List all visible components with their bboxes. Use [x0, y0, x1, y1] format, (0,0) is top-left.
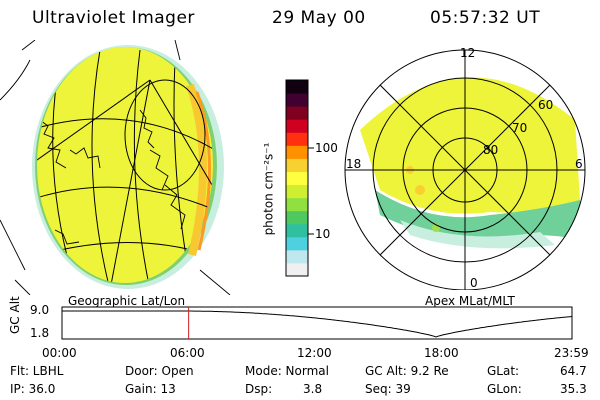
instrument-title: Ultraviolet Imager: [32, 8, 195, 28]
glon-label: GLon:: [487, 382, 522, 396]
colorbar-swatch: [286, 93, 308, 107]
mlt-18-label: 18: [346, 157, 362, 171]
right-map-caption: Apex MLat/MLT: [425, 294, 515, 308]
door-info: Door: Open: [125, 364, 194, 378]
dayside-emission: [360, 77, 580, 214]
glat-label: GLat:: [487, 364, 520, 378]
mlat-80-label: 80: [483, 143, 499, 157]
colorbar-swatch: [286, 80, 308, 94]
mlat-grid: [344, 49, 586, 290]
polar-map: [344, 49, 586, 290]
left-map-caption: Geographic Lat/Lon: [68, 294, 186, 308]
colorbar-swatch: [286, 210, 308, 225]
altitude-curve: [62, 310, 573, 338]
altitude-axis-label: GC Alt: [8, 296, 22, 334]
dsp-label: Dsp:: [245, 382, 273, 396]
gain-info: Gain: 13: [125, 382, 176, 396]
earth-disk: [37, 47, 213, 283]
dsp-value: 3.8: [303, 382, 323, 396]
altitude-x-tick-2: 12:00: [297, 346, 332, 360]
coastlines-outside: [0, 40, 231, 295]
altitude-y-high: 9.0: [30, 303, 50, 317]
ip-info: IP: 36.0: [10, 382, 56, 396]
altitude-y-low: 1.8: [30, 326, 50, 340]
gc-alt-info: GC Alt: 9.2 Re: [365, 364, 449, 378]
altitude-x-tick-0: 00:00: [42, 346, 77, 360]
altitude-plot-frame: [61, 306, 573, 340]
colorbar-swatch: [286, 262, 308, 277]
observation-date: 29 May 00: [272, 8, 366, 28]
filter-info: Flt: LBHL: [10, 364, 64, 378]
altitude-x-tick-4: 23:59: [554, 346, 589, 360]
colorbar-tick-100: 100: [315, 141, 338, 155]
colorbar-swatch: [286, 223, 308, 238]
colorbar-swatch: [286, 236, 308, 251]
colorbar-swatches: [286, 80, 308, 277]
mlat-70-label: 70: [512, 121, 528, 135]
colorbar-swatch: [286, 119, 308, 133]
colorbar-swatch: [286, 171, 308, 186]
glat-value: 64.7: [560, 364, 587, 378]
altitude-x-tick-1: 06:00: [170, 346, 205, 360]
auroral-oval: [375, 190, 580, 240]
glon-value: 35.3: [560, 382, 587, 396]
mlat-60-label: 60: [538, 98, 554, 112]
geographic-map: [0, 40, 231, 295]
colorbar-swatch: [286, 158, 308, 172]
mlt-0-label: 0: [470, 276, 478, 290]
altitude-x-tick-3: 18:00: [424, 346, 459, 360]
colorbar-swatch: [286, 132, 308, 146]
colorbar-swatch: [286, 106, 308, 120]
colorbar-swatch: [286, 184, 308, 199]
mode-info: Mode: Normal: [245, 364, 329, 378]
altitude-plot: [61, 306, 573, 340]
seq-info: Seq: 39: [365, 382, 411, 396]
mlt-12-label: 12: [460, 46, 476, 60]
colorbar-swatch: [286, 249, 308, 264]
mlt-6-label: 6: [575, 157, 583, 171]
dayglow-band: [186, 83, 207, 256]
colorbar-swatch: [286, 197, 308, 212]
colorbar-tick-10: 10: [315, 227, 331, 241]
colorbar-unit-label: photon cm⁻²s⁻¹: [261, 142, 276, 236]
colorbar: [285, 79, 314, 277]
observation-time: 05:57:32 UT: [430, 8, 541, 28]
colorbar-swatch: [286, 145, 308, 159]
